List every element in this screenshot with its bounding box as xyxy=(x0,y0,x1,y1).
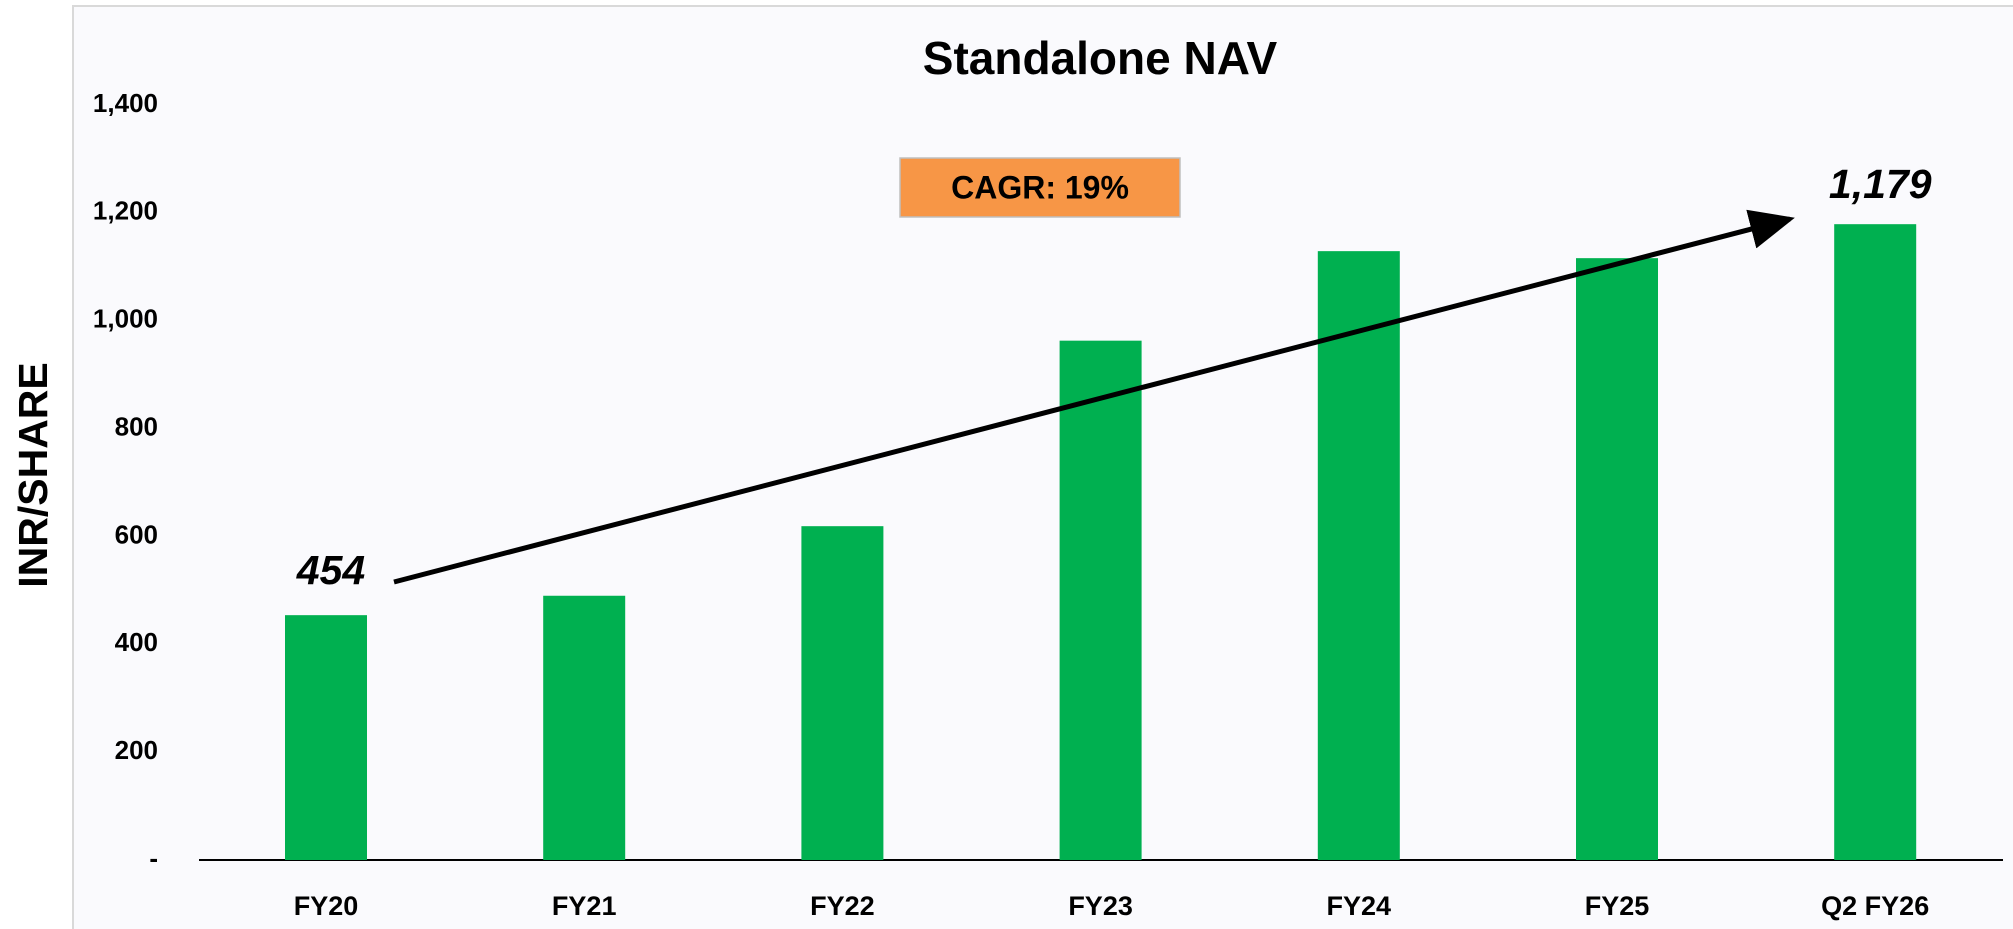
y-tick-label: 400 xyxy=(115,627,158,657)
x-tick-label: FY21 xyxy=(552,891,617,921)
x-tick-label: Q2 FY26 xyxy=(1821,891,1929,921)
y-tick-label: 200 xyxy=(115,735,158,765)
bar xyxy=(1834,224,1917,861)
data-label: 1,179 xyxy=(1829,161,1932,207)
annotation-box xyxy=(899,157,1181,218)
x-tick-label: FY25 xyxy=(1585,891,1650,921)
bar xyxy=(801,526,884,860)
x-tick-label: FY24 xyxy=(1327,891,1392,921)
bar xyxy=(1317,251,1400,860)
y-tick-label: 1,200 xyxy=(93,196,158,226)
x-tick-label: FY20 xyxy=(294,891,359,921)
data-label: 454 xyxy=(296,547,366,593)
y-tick-label: 600 xyxy=(115,519,158,549)
bar xyxy=(543,595,626,860)
annotation: CAGR: 19% xyxy=(951,169,1129,205)
bar xyxy=(1576,258,1658,861)
bar xyxy=(285,615,367,860)
y-axis-label: INR/SHARE xyxy=(10,362,56,588)
y-tick-label: 1,000 xyxy=(93,304,158,334)
chart-title: Standalone NAV xyxy=(923,32,1278,84)
y-tick-label: 800 xyxy=(115,411,158,441)
trend-arrow xyxy=(393,209,1795,585)
x-tick-label: FY22 xyxy=(810,891,875,921)
y-tick-label: 1,400 xyxy=(93,88,158,118)
y-tick-label: - xyxy=(149,843,158,873)
bar xyxy=(1059,340,1142,860)
x-tick-label: FY23 xyxy=(1068,891,1133,921)
